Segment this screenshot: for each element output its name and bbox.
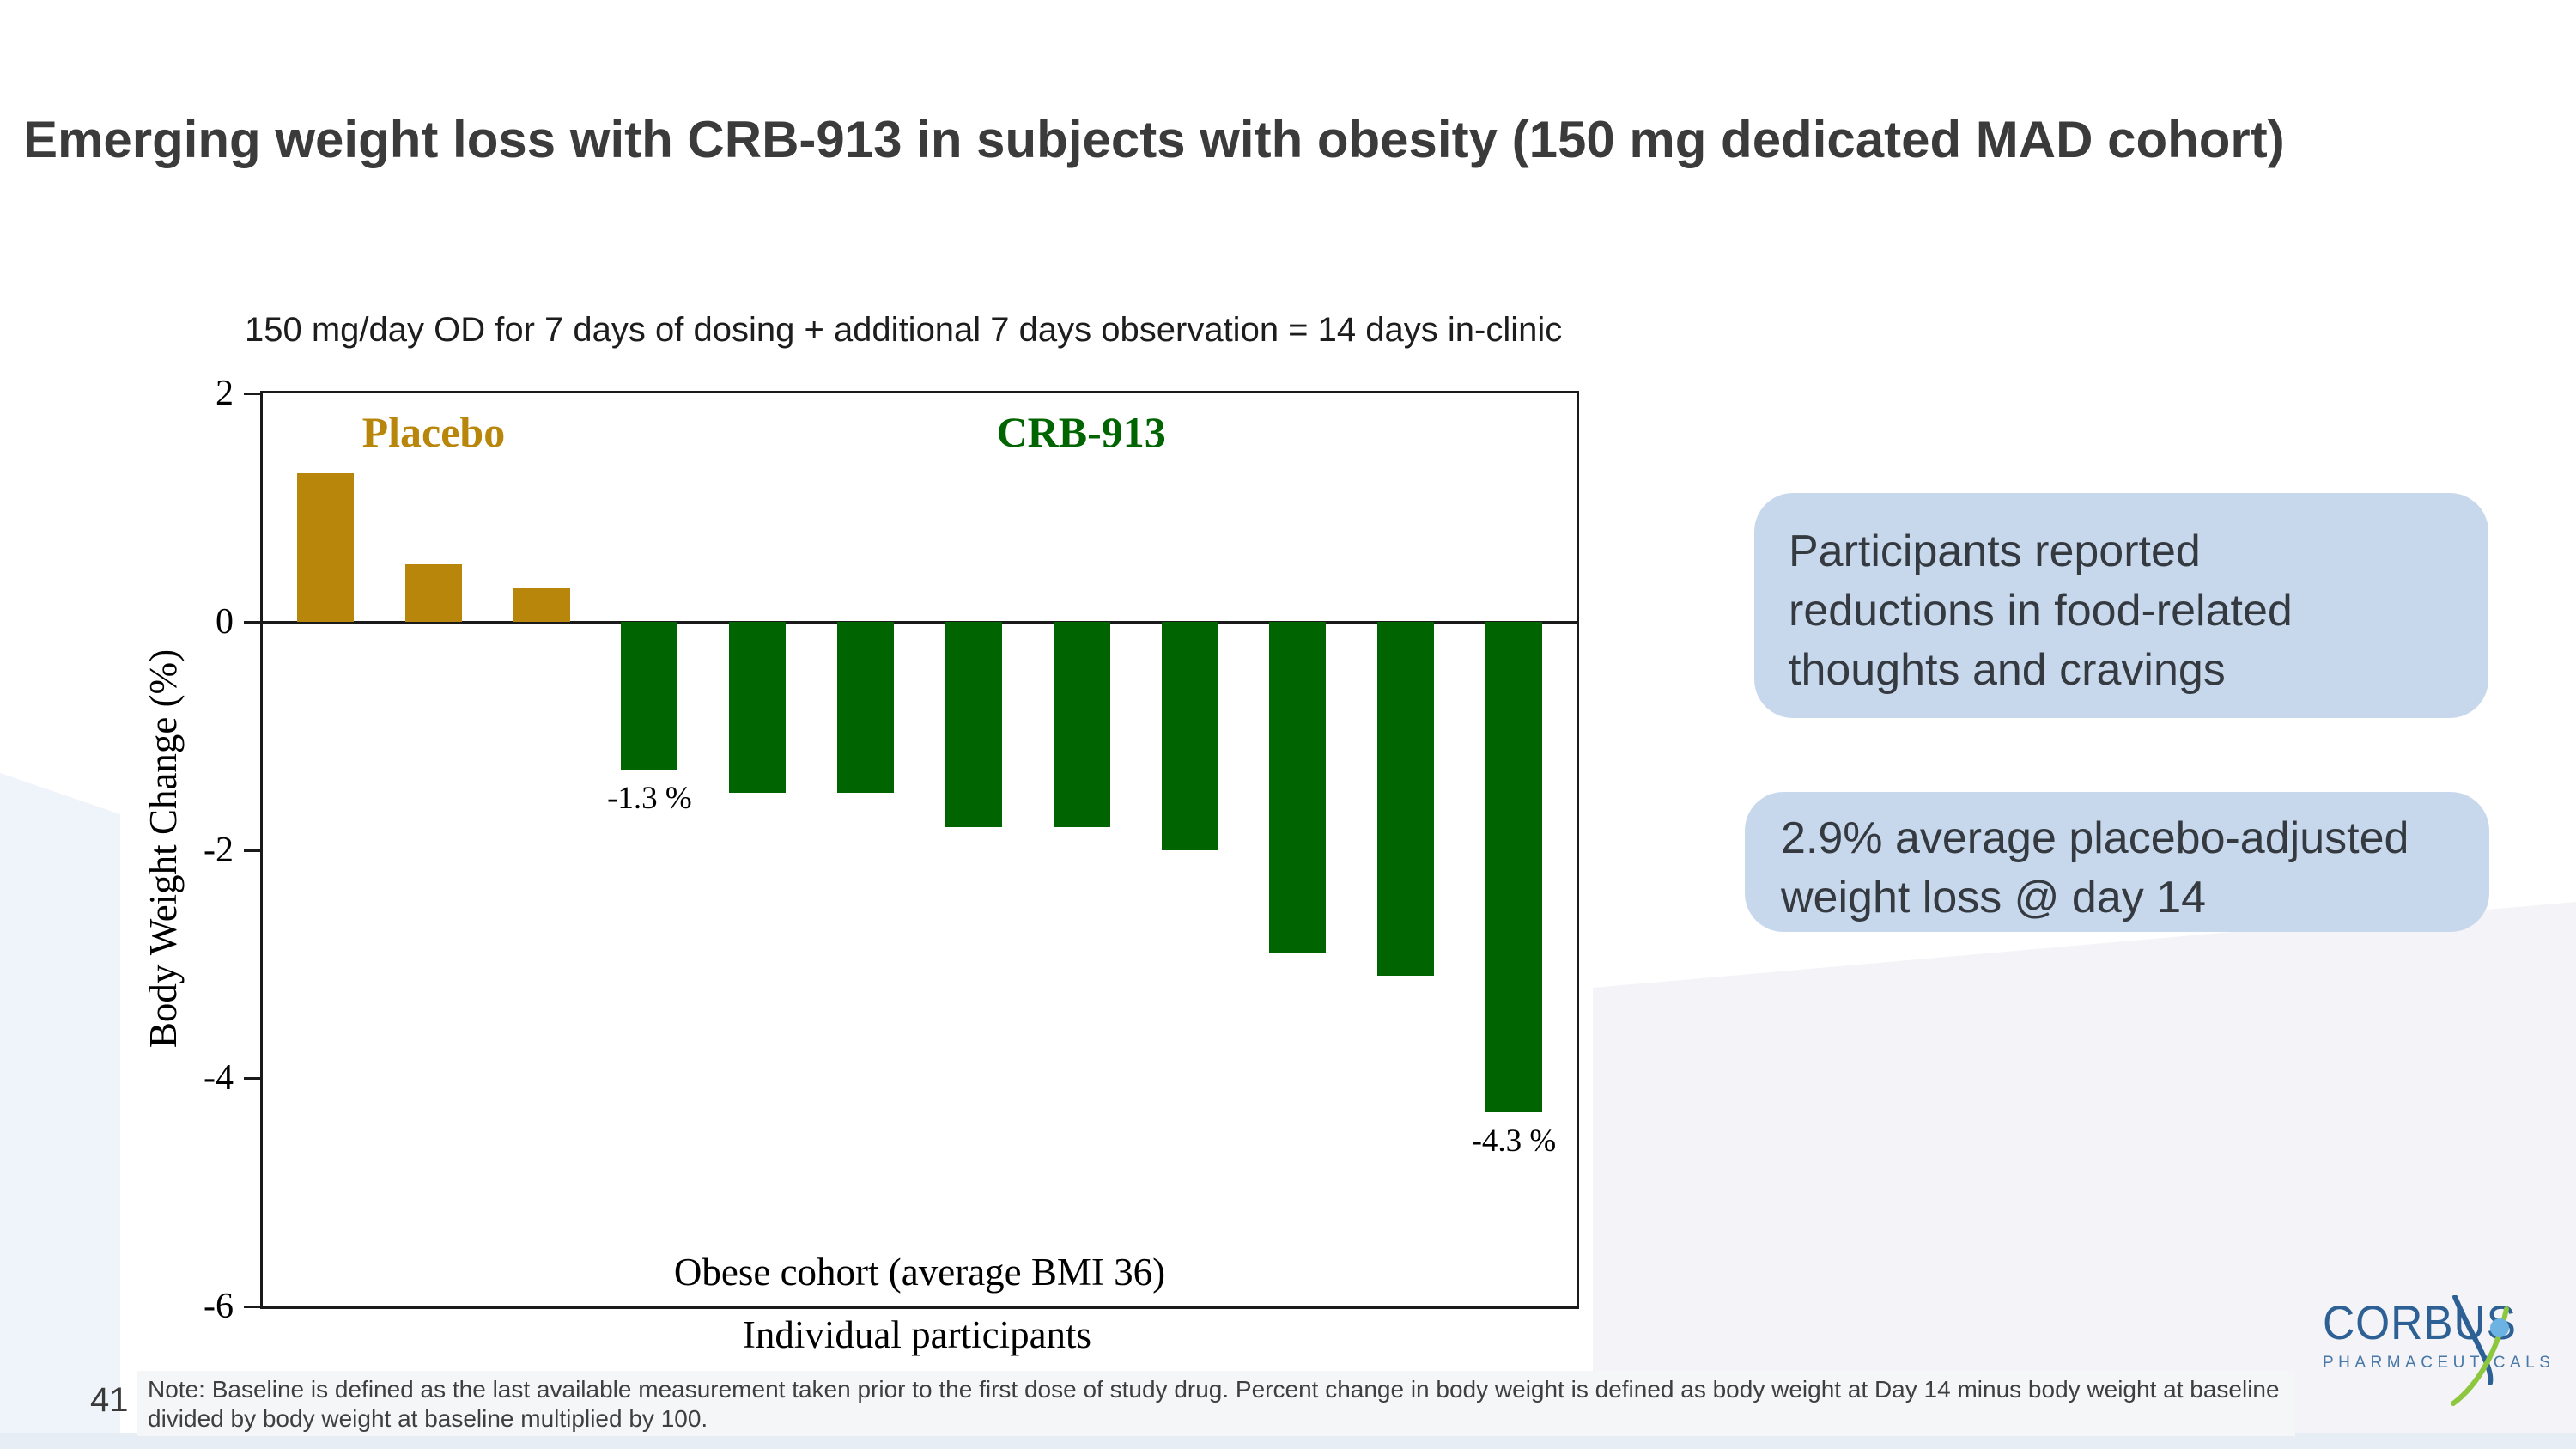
bar-slot (513, 393, 570, 1306)
page-number: 41 (90, 1381, 129, 1419)
bar (729, 621, 787, 794)
bar-slot: -4.3 % (1472, 393, 1556, 1306)
corbus-wordmark: CORBUS (2323, 1295, 2517, 1349)
bar (1377, 621, 1435, 976)
bar-slot: -1.3 % (607, 393, 692, 1306)
y-tick-label: -6 (204, 1287, 234, 1326)
bar-slot (837, 393, 895, 1306)
bar-slot (1053, 393, 1110, 1306)
bar (404, 564, 462, 622)
background-right-polygon (1593, 902, 2576, 1449)
bar (1485, 621, 1542, 1113)
y-axis-title: Body Weight Change (%) (142, 648, 185, 1049)
bar-value-label: -1.3 % (607, 781, 692, 817)
footnote-text: Note: Baseline is defined as the last av… (148, 1376, 2280, 1432)
x-axis-label-inner: Obese cohort (average BMI 36) (673, 1251, 1166, 1294)
callout-weight-loss: 2.9% average placebo-adjusted weight los… (1745, 792, 2489, 932)
zero-baseline (263, 620, 1577, 624)
bar-slot (1269, 393, 1327, 1306)
callout-food-cravings: Participants reported reductions in food… (1754, 493, 2488, 718)
bar-slot (1161, 393, 1218, 1306)
bar (945, 621, 1002, 827)
bar (1269, 621, 1327, 953)
bar (621, 621, 678, 770)
bar-slot (729, 393, 787, 1306)
y-tick-mark (244, 1077, 263, 1081)
bar (297, 473, 354, 622)
bar-slot (297, 393, 354, 1306)
bar-slot (404, 393, 462, 1306)
series-label-placebo: Placebo (361, 408, 506, 456)
plot-area: 2 0 -2 -4 -6 -1.3 % -4.3 % Placebo CRB-913 Obe… (204, 374, 1579, 1326)
y-tick-mark (244, 849, 263, 852)
bars-container: -1.3 % -4.3 % (263, 393, 1577, 1306)
background-left-polygon (0, 773, 120, 1449)
bar (1161, 621, 1218, 850)
bar-slot (1377, 393, 1435, 1306)
corbus-subtext: PHARMACEUTICALS (2323, 1354, 2555, 1372)
y-tick-label: 0 (216, 601, 234, 642)
y-tick-mark (244, 393, 263, 395)
chart-subtitle: 150 mg/day OD for 7 days of dosing + add… (245, 311, 1563, 349)
corbus-logo: CORBUS PHARMACEUTICALS (2323, 1295, 2555, 1436)
y-tick-label: -2 (204, 830, 234, 870)
bar (513, 587, 570, 622)
background-bottom-strip (0, 1433, 2576, 1449)
bar-slot (945, 393, 1002, 1306)
y-tick-label: -4 (204, 1058, 234, 1099)
bar (1053, 621, 1110, 827)
x-axis-label-outer: Individual participants (742, 1313, 1092, 1356)
bar-value-label: -4.3 % (1471, 1123, 1557, 1160)
y-tick-label: 2 (216, 374, 234, 413)
bar (837, 621, 895, 794)
y-tick-mark (244, 620, 263, 624)
corbus-figure-icon (2451, 1295, 2509, 1406)
footnote-box: Note: Baseline is defined as the last av… (137, 1371, 2295, 1436)
series-label-crb-913: CRB-913 (996, 408, 1166, 456)
slide-title: Emerging weight loss with CRB-913 in sub… (23, 111, 2285, 168)
y-tick-mark (244, 1306, 263, 1308)
